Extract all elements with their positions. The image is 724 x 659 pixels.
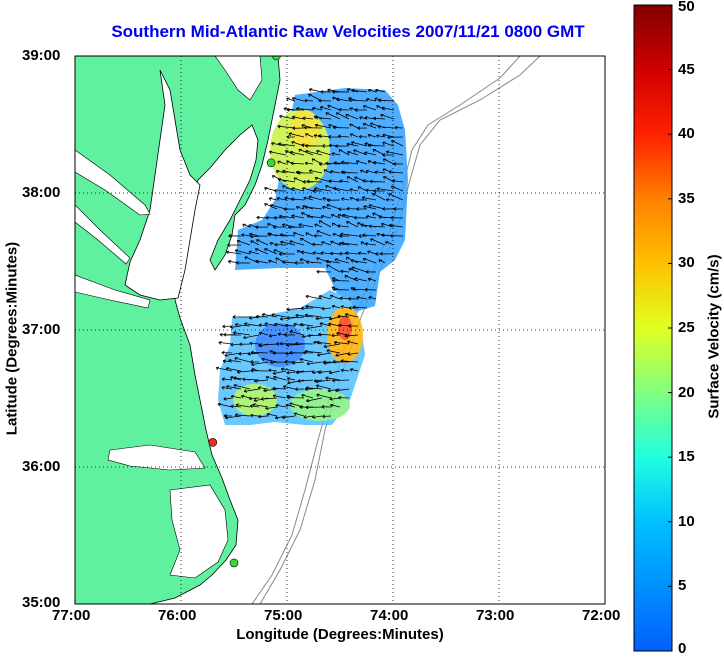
y-tick-label: 37:00 — [22, 321, 61, 338]
rappahannock-river — [75, 204, 131, 265]
colorbar-tick-label: 15 — [678, 448, 695, 466]
y-tick-label: 36:00 — [22, 458, 61, 475]
x-axis-label: Longitude (Degrees:Minutes) — [236, 626, 444, 643]
colorbar-tick-label: 20 — [678, 383, 695, 401]
colorbar-ticks — [668, 4, 672, 652]
colorbar-tick-label: 45 — [678, 60, 695, 78]
colorbar-tick-label: 40 — [678, 125, 695, 143]
pamlico-sound — [169, 484, 229, 579]
albemarle-sound — [107, 444, 206, 471]
y-tick-label: 38:00 — [22, 184, 61, 201]
x-tick-label: 72:00 — [582, 607, 621, 624]
colorbar-label: Surface Velocity (cm/s) — [705, 254, 723, 419]
colorbar-tick-label: 35 — [678, 189, 695, 207]
potomac-river — [75, 149, 151, 216]
radar-stations — [208, 56, 281, 568]
colorbar-tick-label: 50 — [678, 0, 695, 15]
colorbar-tick-label: 30 — [678, 254, 695, 272]
x-tick-label: 76:00 — [158, 607, 197, 624]
x-tick-label: 74:00 — [370, 607, 409, 624]
colorbar — [633, 4, 673, 652]
map-title: Southern Mid-Atlantic Raw Velocities 200… — [111, 22, 585, 41]
chesapeake-bay — [124, 69, 201, 301]
colorbar-tick-label: 5 — [678, 577, 687, 595]
velocity-vectors — [215, 88, 404, 420]
y-tick-label: 35:00 — [22, 594, 61, 611]
station-virginia-beach — [208, 438, 218, 447]
colorbar-tick-label: 10 — [678, 512, 695, 530]
speed-patch-north-core — [290, 110, 320, 150]
x-tick-label: 75:00 — [264, 607, 303, 624]
delaware-bay — [214, 56, 263, 101]
x-tick-label: 73:00 — [476, 607, 515, 624]
station-north — [272, 56, 281, 61]
slow-patch-center — [255, 323, 305, 367]
plot-frame — [74, 55, 606, 605]
vector-arrows-path — [215, 88, 404, 420]
colorbar-tick-label: 25 — [678, 319, 695, 336]
station-delmarva — [266, 158, 276, 168]
colorbar-tick-label: 0 — [678, 640, 687, 657]
x-tick-label: 77:00 — [52, 607, 91, 624]
york-james-rivers — [75, 274, 151, 309]
y-axis-label: Latitude (Degrees:Minutes) — [3, 241, 21, 436]
station-hatteras — [229, 558, 239, 568]
y-tick-label: 39:00 — [22, 47, 61, 64]
speed-patch-south — [290, 389, 350, 421]
grid-lines — [75, 56, 605, 604]
